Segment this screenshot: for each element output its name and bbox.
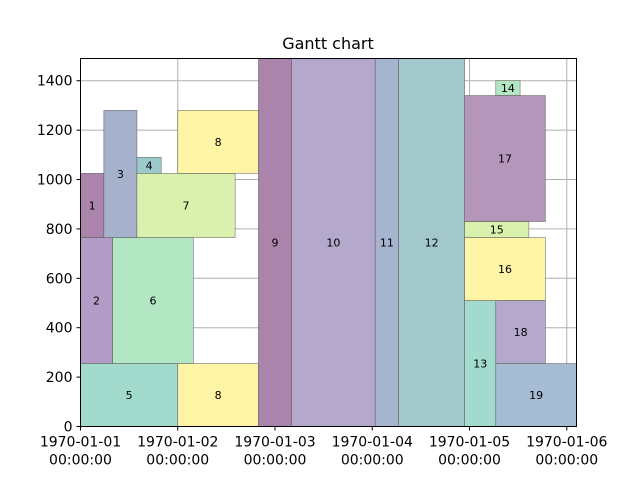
x-tick-label-time: 00:00:00 xyxy=(49,453,112,469)
axes: 1970-01-0100:00:001970-01-0200:00:001970… xyxy=(37,74,608,469)
task-label-1: 1 xyxy=(89,199,96,212)
task-label-3: 3 xyxy=(117,168,124,181)
task-label-5: 5 xyxy=(126,389,133,402)
y-tick-label: 800 xyxy=(46,222,73,238)
task-bar-5 xyxy=(80,363,179,427)
y-tick-label: 1000 xyxy=(37,173,73,189)
y-tick-label: 1200 xyxy=(37,123,73,139)
y-tick-label: 0 xyxy=(64,420,73,436)
task-bar-19 xyxy=(495,363,577,427)
x-tick-label-date: 1970-01-03 xyxy=(234,435,315,451)
task-bar-17 xyxy=(464,95,546,222)
task-bar-16 xyxy=(464,237,546,301)
x-tick-label-time: 00:00:00 xyxy=(244,453,307,469)
task-bar-8 xyxy=(177,363,259,427)
x-tick-label-date: 1970-01-02 xyxy=(137,435,218,451)
task-label-9: 9 xyxy=(272,237,279,250)
x-tick-label-date: 1970-01-01 xyxy=(40,435,121,451)
task-bar-7 xyxy=(136,173,236,238)
task-bar-6 xyxy=(112,237,194,364)
x-tick-label-time: 00:00:00 xyxy=(341,453,404,469)
task-label-15: 15 xyxy=(490,224,504,237)
task-bar-12 xyxy=(398,58,465,427)
task-label-2: 2 xyxy=(93,295,100,308)
task-label-17: 17 xyxy=(498,153,512,166)
task-bar-18 xyxy=(495,300,546,364)
x-tick-label-time: 00:00:00 xyxy=(146,453,209,469)
task-bar-9 xyxy=(258,58,292,427)
task-label-16: 16 xyxy=(498,263,512,276)
task-label-11: 11 xyxy=(380,237,394,250)
x-tick-label-time: 00:00:00 xyxy=(438,453,501,469)
y-tick-label: 1400 xyxy=(37,74,73,90)
chart-title: Gantt chart xyxy=(282,34,374,53)
task-label-18: 18 xyxy=(514,326,528,339)
task-bar-10 xyxy=(291,58,376,427)
x-tick-label-date: 1970-01-05 xyxy=(429,435,510,451)
task-bar-2 xyxy=(80,237,113,364)
x-tick-label-date: 1970-01-04 xyxy=(332,435,413,451)
task-bar-3 xyxy=(103,110,138,238)
x-tick-label-time: 00:00:00 xyxy=(535,453,598,469)
task-label-14: 14 xyxy=(501,82,515,95)
task-bar-8 xyxy=(177,110,259,174)
task-label-12: 12 xyxy=(425,237,439,250)
x-tick-label-date: 1970-01-06 xyxy=(526,435,607,451)
task-label-10: 10 xyxy=(326,237,340,250)
task-label-8: 8 xyxy=(215,136,222,149)
task-label-8: 8 xyxy=(215,389,222,402)
y-tick-label: 400 xyxy=(46,321,73,337)
plot-frame xyxy=(80,58,577,427)
task-label-19: 19 xyxy=(529,389,543,402)
task-label-13: 13 xyxy=(473,358,487,371)
y-tick-label: 600 xyxy=(46,271,73,287)
task-label-6: 6 xyxy=(149,295,156,308)
task-label-7: 7 xyxy=(183,199,190,212)
task-label-4: 4 xyxy=(146,159,153,172)
y-tick-label: 200 xyxy=(46,370,73,386)
